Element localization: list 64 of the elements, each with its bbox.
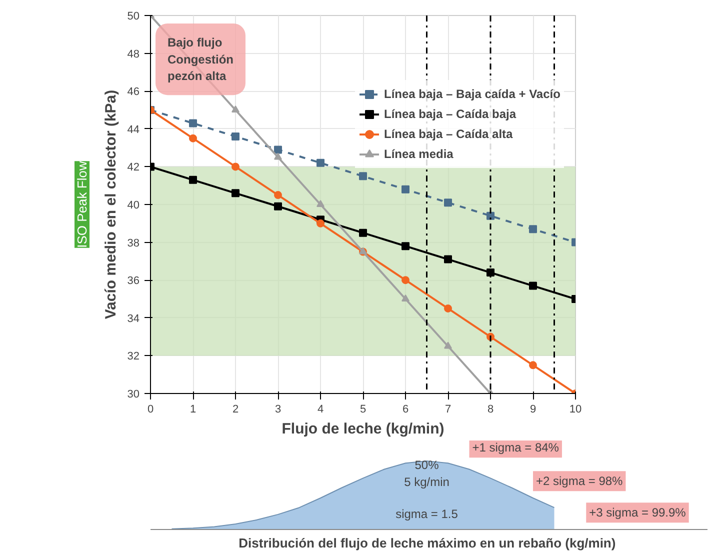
x-tick-label: 9: [530, 404, 536, 416]
y-tick-label: 42: [127, 162, 140, 174]
point: [486, 212, 494, 220]
y-tick-label: 46: [127, 86, 140, 98]
legend-label: Línea baja – Caída baja: [384, 107, 516, 121]
point: [402, 294, 410, 302]
x-tick-label: 0: [147, 404, 154, 416]
point: [274, 191, 282, 200]
point: [232, 105, 240, 113]
point: [316, 200, 324, 208]
point: [402, 185, 410, 194]
point: [316, 158, 324, 167]
point: [274, 152, 282, 160]
text: ISO Peak Flow: [74, 160, 90, 248]
y-tick-label: 36: [127, 275, 140, 288]
x-axis-title: Flujo de leche (kg/min): [282, 420, 444, 438]
x-tick-label: 2: [232, 404, 239, 416]
point: [402, 242, 410, 250]
text: +3 sigma = 99.9%: [589, 506, 686, 520]
legend-label: Línea baja – Caída alta: [384, 127, 513, 141]
x-axis-title: Distribución del flujo de leche máximo en un rebaño (kg/min): [238, 536, 616, 550]
y-tick-label: 48: [127, 48, 140, 60]
point: [189, 119, 197, 128]
point: [402, 276, 410, 284]
point: [232, 132, 240, 140]
annotation: sigma = 1.5: [396, 507, 458, 522]
annotation: 50% 5 kg/min: [404, 458, 450, 489]
x-tick-label: 8: [487, 404, 494, 416]
y-tick-label: 50: [127, 10, 140, 22]
point: [274, 202, 282, 210]
point: [359, 228, 367, 237]
point: [444, 304, 452, 312]
x-tick-label: 7: [444, 404, 452, 416]
annotation: +2 sigma = 98%: [536, 474, 624, 488]
point: [316, 219, 324, 228]
y-tick-label: 38: [127, 237, 140, 250]
point: [529, 225, 537, 234]
point: [444, 342, 452, 349]
point: [444, 198, 452, 207]
point: [232, 162, 240, 171]
annotation: Bajo flujo Congestión pezón alta: [168, 36, 234, 84]
point: [189, 134, 197, 142]
x-tick-label: 6: [402, 404, 409, 416]
text: +1 sigma = 84%: [472, 440, 560, 455]
point: [189, 176, 197, 184]
point: [529, 282, 537, 290]
x-tick-label: 5: [360, 404, 366, 416]
y-tick-label: 40: [127, 200, 140, 212]
legend-label: Línea baja – Baja caída + Vacío: [384, 87, 560, 101]
point: [274, 146, 282, 154]
point: [444, 255, 452, 264]
x-tick-label: 1: [190, 404, 196, 416]
point: [529, 361, 537, 370]
x-tick-label: 3: [274, 404, 282, 416]
y-tick-label: 44: [127, 124, 140, 136]
point: [232, 189, 240, 198]
y-tick-label: 30: [127, 388, 140, 400]
y-axis-title: Vacío medio en el colector (kPa): [102, 90, 120, 320]
x-tick-label: 10: [569, 404, 582, 416]
y-tick-label: 32: [127, 350, 140, 363]
legend-label: Línea media: [384, 147, 454, 161]
y-tick-label: 34: [127, 312, 140, 325]
x-tick-label: 4: [317, 404, 324, 416]
point: [359, 172, 367, 180]
